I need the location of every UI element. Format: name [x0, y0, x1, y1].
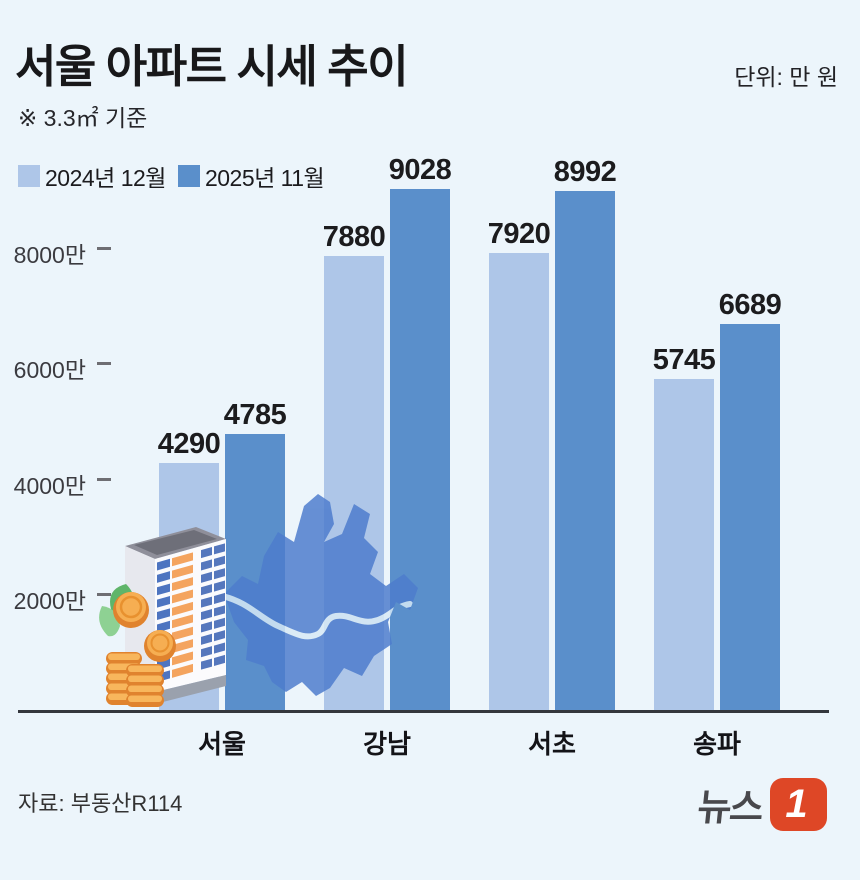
bar-seocho-series1 — [555, 191, 615, 711]
category-label-seoul: 서울 — [198, 729, 246, 759]
news1-logo-text: 뉴스 — [695, 787, 764, 828]
news1-badge-number: 1 — [785, 782, 808, 826]
bar-gangnam-series1 — [390, 189, 450, 711]
y-tick-mark — [97, 246, 111, 250]
bar-seocho-series0 — [489, 253, 549, 711]
coin-stack-icon — [106, 652, 164, 707]
page-title: 서울 아파트 시세 추이 — [15, 41, 409, 92]
unit-label: 단위: 만 원 — [734, 64, 838, 90]
legend-item-0: 2024년 12월 — [18, 159, 166, 193]
y-tick-label-6000: 6000만 — [13, 357, 86, 384]
x-axis-line — [18, 710, 829, 713]
y-tick-mark — [97, 593, 111, 597]
coin-icon — [144, 630, 176, 662]
category-label-gangnam: 강남 — [363, 729, 411, 759]
source-label: 자료: 부동산R114 — [18, 791, 183, 816]
category-label-songpa: 송파 — [693, 729, 741, 759]
bar-value-gangnam-series1: 9028 — [388, 154, 452, 186]
basis-note: ※ 3.3㎡ 기준 — [18, 105, 148, 131]
y-tick-mark — [97, 477, 111, 481]
coin-icon — [113, 592, 149, 628]
legend-swatch-icon — [18, 165, 40, 187]
legend-label: 2024년 12월 — [45, 165, 166, 191]
y-tick-mark — [97, 362, 111, 366]
bar-value-seocho-series1: 8992 — [553, 156, 617, 188]
chart-legend: 2024년 12월 2025년 11월 — [18, 159, 325, 193]
legend-label: 2025년 11월 — [204, 165, 325, 191]
legend-swatch-icon — [177, 165, 200, 187]
bar-value-songpa-series0: 5745 — [652, 344, 716, 376]
y-tick-label-8000: 8000만 — [13, 241, 86, 268]
news1-badge-icon: 1 — [770, 777, 827, 831]
seoul-map-shape — [224, 494, 418, 696]
bar-songpa-series1 — [720, 324, 780, 711]
y-tick-label-4000: 4000만 — [13, 472, 86, 499]
bar-songpa-series0 — [654, 379, 714, 711]
bar-value-seocho-series0: 7920 — [487, 218, 551, 250]
category-label-seocho: 서초 — [528, 729, 576, 759]
han-river-line — [224, 593, 413, 640]
y-tick-label-2000: 2000만 — [13, 588, 86, 615]
news1-logo: 뉴스 1 — [695, 777, 827, 831]
bar-value-gangnam-series0: 7880 — [322, 221, 386, 253]
bar-value-songpa-series1: 6689 — [718, 289, 782, 321]
apartment-building-icon — [99, 527, 226, 707]
bar-value-seoul-series0: 4290 — [157, 428, 221, 460]
seoul-map-icon — [224, 494, 418, 696]
legend-item-1: 2025년 11월 — [177, 159, 325, 193]
bar-value-seoul-series1: 4785 — [223, 399, 287, 431]
